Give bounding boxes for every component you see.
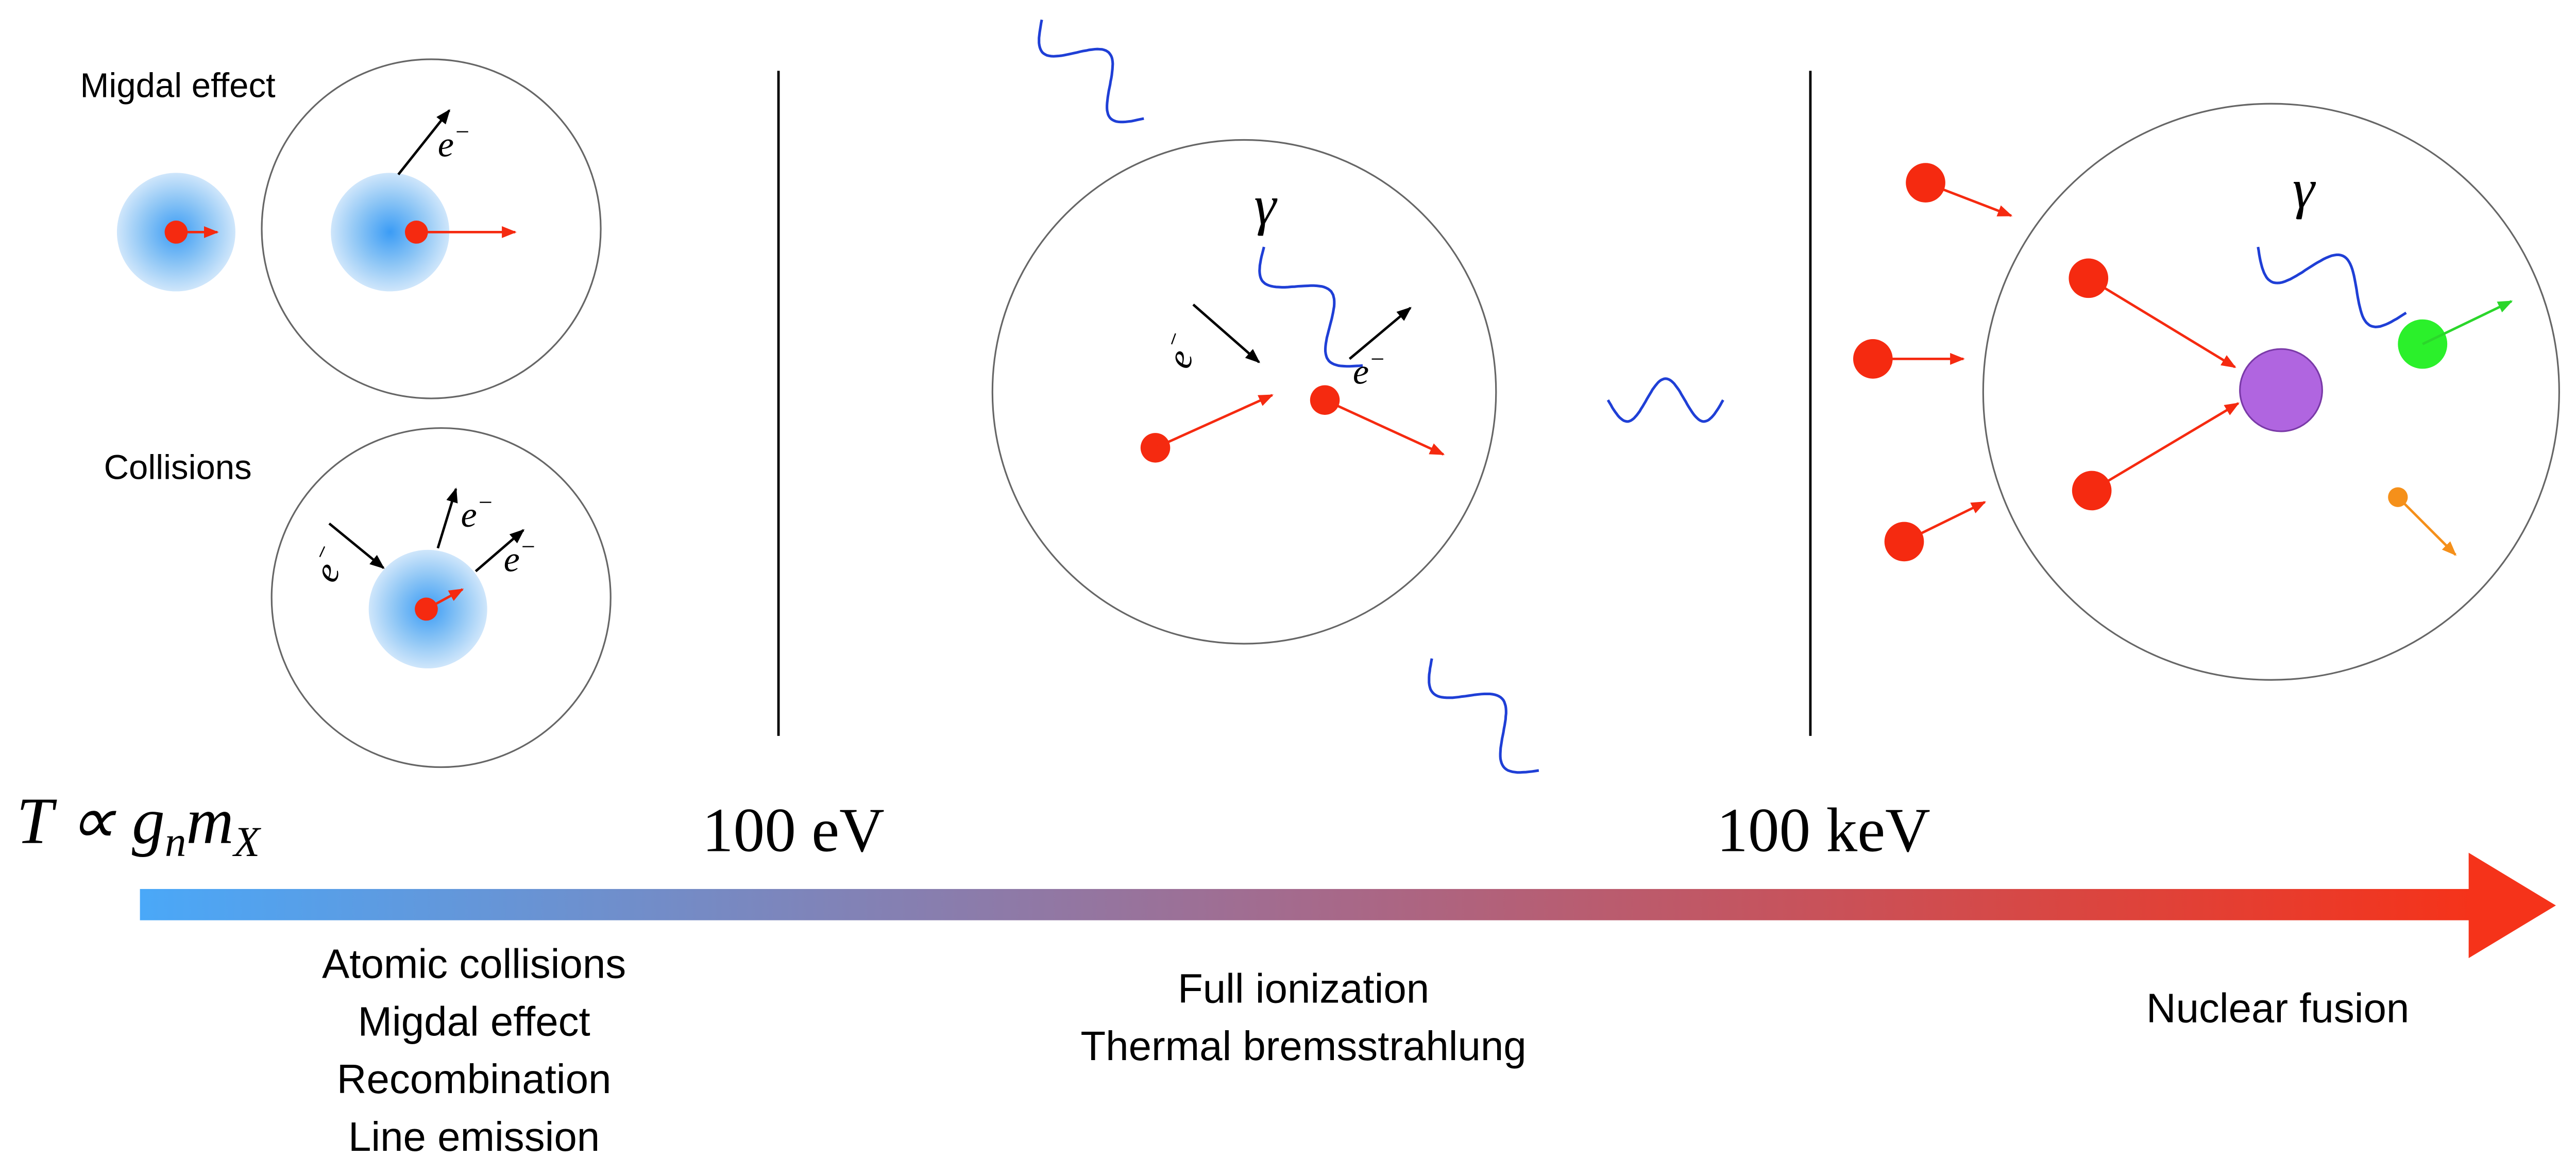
arrow — [474, 529, 525, 573]
arrow — [2397, 496, 2457, 556]
arrow — [1925, 181, 2013, 217]
arrow — [1192, 304, 1260, 363]
arrow — [1324, 399, 1445, 456]
circle — [1982, 103, 2560, 681]
regime-item: Nuclear fusion — [2146, 985, 2409, 1031]
formula: T ∝ gnmX — [16, 784, 262, 866]
arrow — [328, 522, 385, 569]
circle — [991, 139, 1497, 645]
photon-wave — [1038, 19, 1144, 124]
electron-label: e− — [504, 533, 537, 580]
shapes — [116, 58, 2560, 959]
regime-item: Full ionization — [1178, 965, 1429, 1011]
photon-wave — [2257, 246, 2407, 328]
arrow — [436, 487, 458, 549]
electron-label: e− — [300, 539, 355, 588]
regime-item: Migdal effect — [358, 998, 590, 1044]
arrow — [397, 109, 451, 176]
photons — [1038, 19, 2407, 774]
nucleus — [2072, 471, 2112, 511]
electron-label: e− — [461, 489, 494, 535]
panel-label: Migdal effect — [80, 66, 276, 105]
regime-item: Thermal bremsstrahlung — [1080, 1023, 1526, 1069]
arrow — [2091, 402, 2240, 492]
photon-label: γ — [2293, 158, 2316, 220]
temperature-bar — [140, 888, 2472, 920]
circle — [270, 427, 612, 768]
regime-item: Line emission — [348, 1114, 600, 1157]
arrow — [2422, 300, 2513, 345]
circle — [261, 58, 602, 399]
photon-wave — [1606, 377, 1724, 423]
electron-label: e− — [438, 119, 471, 165]
nucleus — [415, 597, 438, 621]
arrow — [2088, 277, 2236, 368]
regime-item: Recombination — [337, 1056, 612, 1102]
regime-item: Atomic collisions — [322, 941, 626, 986]
arrow — [1903, 501, 1987, 543]
arrow-head — [2468, 852, 2556, 959]
photon-label: γ — [1254, 174, 1278, 236]
arrow — [1155, 394, 1274, 449]
electron-label: e− — [1153, 327, 1207, 373]
panel-label: Collisions — [104, 448, 252, 487]
atom-cloud — [331, 173, 450, 292]
arrow — [426, 588, 464, 611]
fused-nucleus — [2239, 348, 2323, 432]
threshold: 100 keV — [1717, 796, 1930, 865]
photon-wave — [1428, 658, 1539, 774]
arrow — [1348, 307, 1412, 360]
nucleus — [1310, 385, 1340, 415]
threshold: 100 eV — [702, 796, 885, 865]
photon-wave — [1258, 246, 1363, 368]
electron-label: e− — [1353, 345, 1386, 392]
